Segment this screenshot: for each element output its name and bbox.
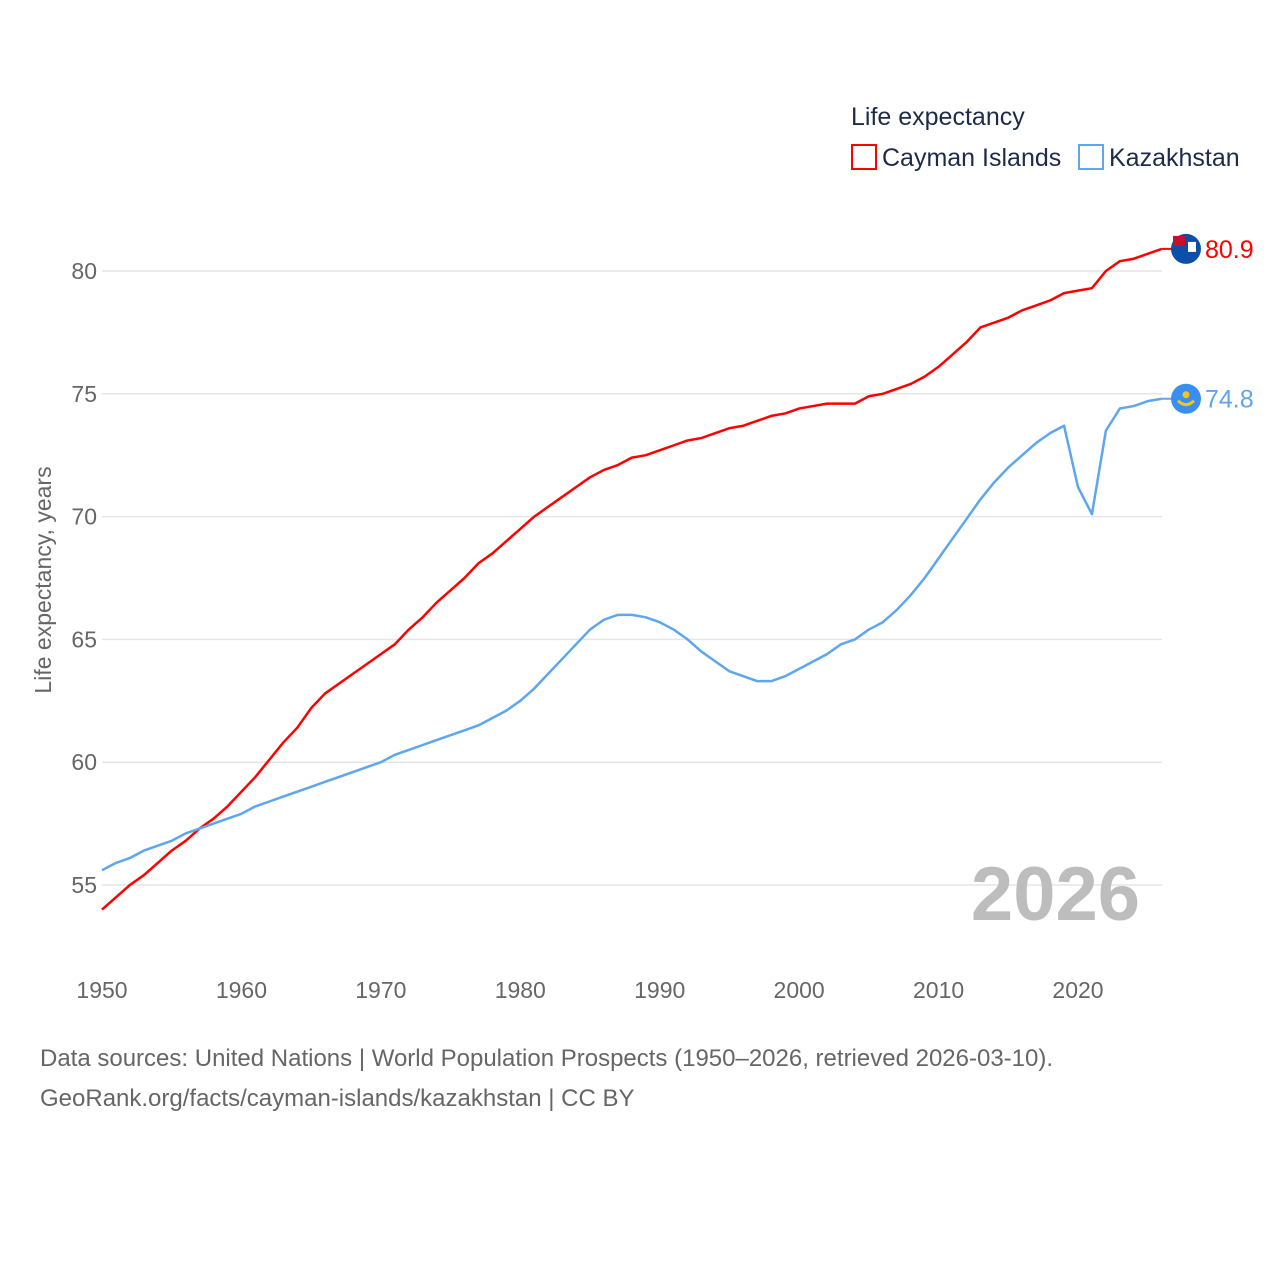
y-tick-label: 60 — [71, 749, 97, 775]
x-tick-label: 1960 — [216, 977, 267, 1003]
x-tick-label: 2000 — [774, 977, 825, 1003]
eagle-mark — [1176, 399, 1196, 407]
union-jack-mark — [1173, 235, 1185, 246]
coat-of-arms-mark — [1188, 241, 1196, 252]
x-tick-label: 2010 — [913, 977, 964, 1003]
sun-mark — [1182, 391, 1190, 399]
x-tick-label: 1950 — [76, 977, 127, 1003]
series-line-kazakhstan — [101, 397, 1162, 872]
x-tick-label: 1970 — [355, 977, 406, 1003]
source-url[interactable]: GeoRank.org/facts/cayman-islands/kazakhs… — [40, 1085, 635, 1112]
line-chart: 55 60 65 70 75 80 1950 1960 1970 1980 1990 2000 2010… — [30, 103, 1254, 1003]
x-tick-label: 2020 — [1052, 977, 1103, 1003]
x-tick-label: 1990 — [634, 977, 685, 1003]
y-tick-label: 75 — [71, 381, 97, 407]
legend-label: Cayman Islands — [882, 144, 1061, 172]
y-axis-label: Life expectancy, years — [30, 466, 56, 693]
kazakhstan-flag-icon — [1171, 383, 1201, 414]
legend-title: Life expectancy — [851, 103, 1025, 131]
y-tick-label: 65 — [71, 626, 97, 652]
legend-swatch — [1078, 144, 1104, 170]
year-watermark: 2026 — [971, 852, 1140, 937]
end-value-label: 74.8 — [1205, 386, 1254, 414]
legend-label: Kazakhstan — [1109, 144, 1240, 172]
x-tick-label: 1980 — [495, 977, 546, 1003]
end-value-label: 80.9 — [1205, 236, 1254, 264]
series-line-cayman-islands — [101, 247, 1163, 911]
y-tick-label: 80 — [71, 258, 97, 284]
source-note: Data sources: United Nations | World Pop… — [40, 1045, 1054, 1072]
y-tick-label: 70 — [71, 504, 97, 530]
legend-swatch — [851, 144, 877, 170]
y-tick-label: 55 — [71, 872, 97, 898]
